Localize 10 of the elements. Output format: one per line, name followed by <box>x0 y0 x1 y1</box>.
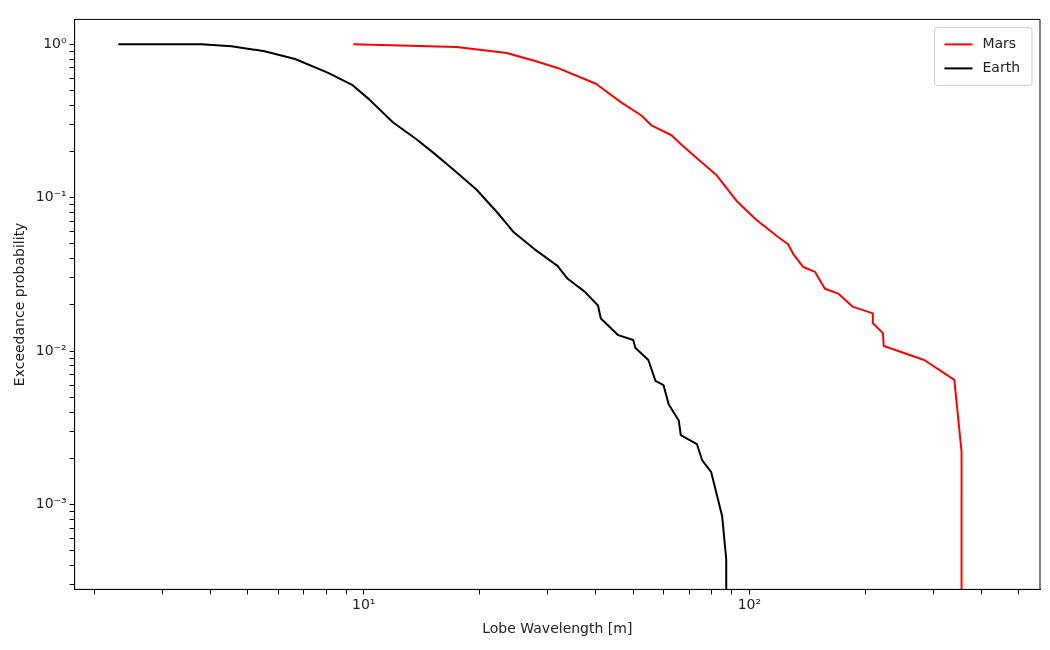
x-tick-label: 10¹ <box>351 596 376 613</box>
y-tick-label: 10⁰ <box>43 34 67 51</box>
x-tick-label: 10² <box>737 596 762 613</box>
y-axis-title: Exceedance probability <box>11 222 28 387</box>
y-tick-label: 10⁻¹ <box>35 188 67 205</box>
legend-label: Mars <box>982 35 1017 52</box>
x-axis-title: Lobe Wavelength [m] <box>482 620 633 637</box>
legend-label: Earth <box>982 59 1020 76</box>
y-tick-label: 10⁻² <box>35 341 67 358</box>
y-tick-label: 10⁻³ <box>35 495 67 512</box>
